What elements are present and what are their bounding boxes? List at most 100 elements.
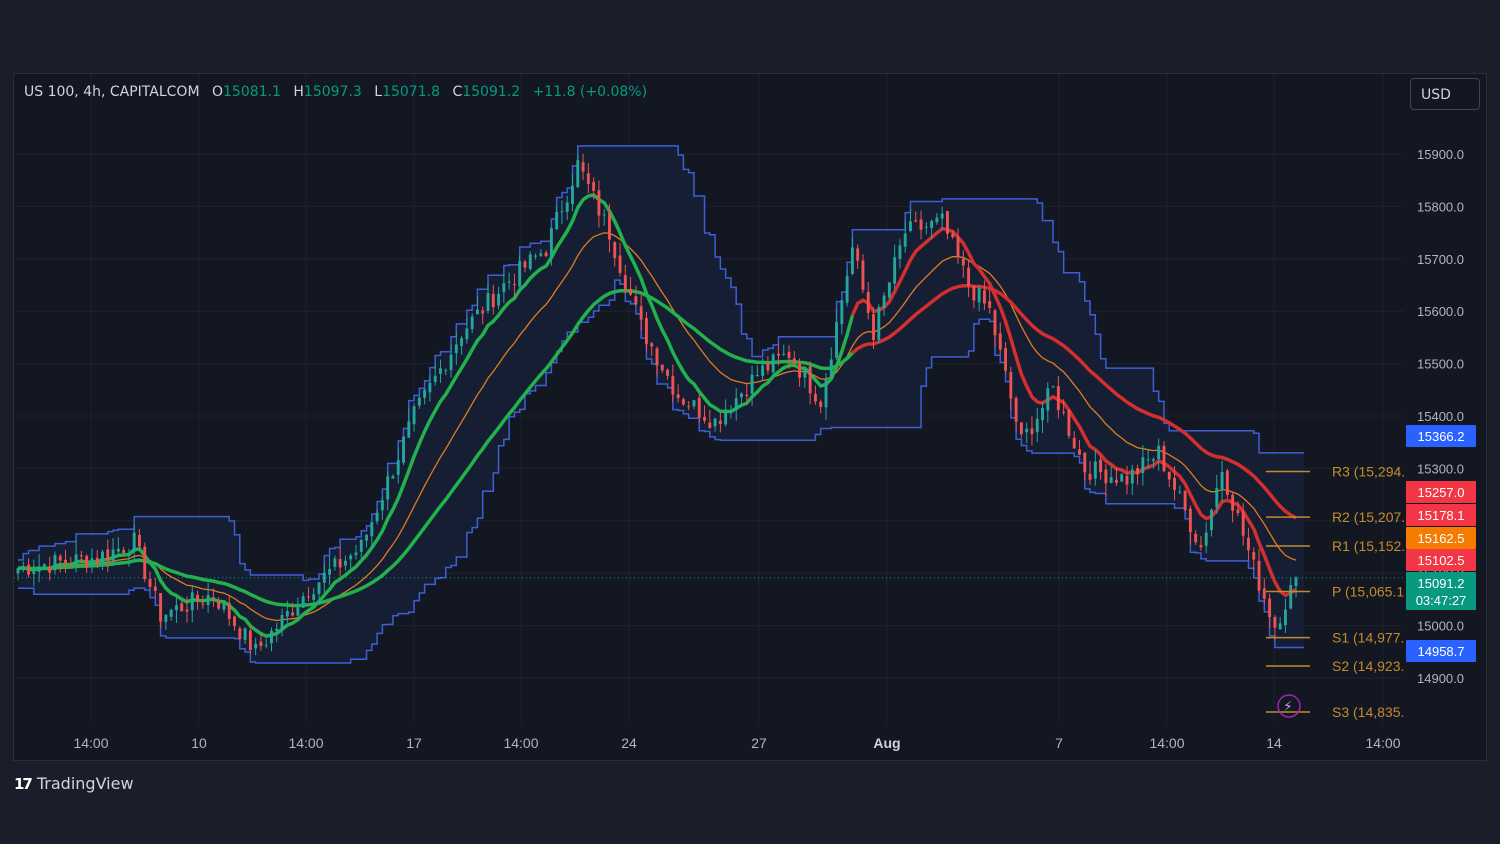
y-tick-label: 15000.0: [1417, 619, 1464, 634]
candle-body: [454, 344, 458, 354]
candle-body: [58, 556, 62, 561]
y-tick-label: 15700.0: [1417, 252, 1464, 267]
candle-body: [1178, 491, 1182, 493]
candle-body: [132, 532, 136, 552]
candle-body: [222, 602, 226, 610]
x-tick-label: 14:00: [288, 735, 323, 751]
ema-green-fast-line: [17, 192, 855, 638]
price-tag-15257-0: 15257.0: [1406, 481, 1476, 503]
candle-body: [449, 354, 453, 371]
candle-body: [1109, 477, 1113, 483]
x-tick-label: 14:00: [503, 735, 538, 751]
price-tag-15366-2: 15366.2: [1406, 425, 1476, 447]
candle-body: [1125, 475, 1129, 485]
price-tag-countdown: 03:47:27: [1416, 593, 1467, 608]
currency-button[interactable]: USD: [1410, 78, 1480, 110]
candle-body: [534, 255, 537, 257]
candle-body: [64, 559, 67, 564]
candle-body: [586, 173, 590, 184]
candle-body: [127, 553, 131, 555]
ema-green-slow-line: [17, 288, 854, 608]
candle-body: [681, 399, 685, 405]
candle-body: [1093, 461, 1097, 479]
candle-body: [1072, 437, 1076, 449]
candle-body: [380, 500, 384, 511]
candle-body: [761, 365, 765, 376]
candle-body: [713, 418, 717, 427]
open-label: O: [211, 84, 224, 100]
candle-body: [396, 460, 400, 475]
candle-body: [792, 358, 796, 364]
candle-body: [417, 397, 421, 406]
candle-body: [79, 555, 83, 557]
candle-body: [159, 593, 163, 622]
candle-body: [856, 248, 860, 261]
x-tick-label: 14: [1266, 735, 1282, 751]
candle-body: [961, 258, 965, 266]
candle-body: [85, 555, 89, 568]
candle-body: [1104, 469, 1108, 484]
candle-body: [872, 314, 875, 341]
candle-body: [333, 558, 337, 567]
price-tag-15162-5: 15162.5: [1406, 527, 1476, 549]
candle-body: [1231, 494, 1235, 511]
candle-body: [106, 549, 110, 561]
candle-body: [201, 603, 205, 605]
candle-body: [1088, 473, 1092, 480]
candle-body: [507, 281, 511, 283]
candle-body: [544, 252, 548, 257]
candle-body: [180, 603, 184, 612]
candle-body: [909, 221, 912, 231]
candle-body: [819, 401, 823, 407]
candle-body: [243, 628, 247, 640]
candle-body: [1120, 474, 1124, 482]
candle-body: [233, 616, 236, 627]
candle-body: [1283, 609, 1287, 626]
candle-body: [270, 630, 273, 644]
candle-body: [512, 284, 516, 286]
candle-body: [734, 398, 738, 411]
candle-body: [1025, 428, 1029, 433]
x-tick-label: 14:00: [73, 735, 108, 751]
candle-body: [1041, 407, 1044, 421]
candle-body: [412, 406, 416, 425]
candle-body: [718, 420, 722, 425]
candle-body: [280, 614, 284, 631]
candle-body: [48, 566, 52, 573]
candle-body: [95, 558, 99, 564]
price-chart[interactable]: R3 (15,294. R2 (15,207. R1 (15,152. P (15,0…: [14, 74, 1487, 761]
price-tag-15178-1: 15178.1: [1406, 504, 1476, 526]
candle-body: [1162, 445, 1166, 472]
lightning-icon: ⚡: [1277, 694, 1301, 718]
symbol-label: US 100, 4h, CAPITALCOM: [24, 84, 200, 100]
candle-body: [21, 565, 25, 570]
candle-body: [650, 343, 654, 347]
candle-body: [185, 609, 189, 612]
chart-legend: US 100, 4h, CAPITALCOM O15081.1 H15097.3…: [24, 84, 647, 100]
y-tick-label: 15800.0: [1417, 199, 1464, 214]
candle-body: [930, 220, 934, 229]
candle-body: [254, 643, 258, 649]
candle-body: [312, 594, 316, 600]
candle-body: [729, 411, 733, 414]
pivot-label-r3: R3 (15,294.: [1332, 464, 1405, 480]
candle-body: [343, 560, 347, 566]
candle-body: [1210, 509, 1213, 531]
close-value: 15091.2: [462, 84, 521, 100]
tradingview-brand[interactable]: 17 TradingView: [14, 774, 134, 793]
ema-red-slow-line: [851, 283, 1297, 520]
candle-body: [935, 217, 939, 223]
candle-body: [190, 592, 194, 611]
candle-body: [608, 213, 611, 240]
pivot-label-r1: R1 (15,152.: [1332, 538, 1405, 554]
open-value: 15081.1: [223, 84, 281, 100]
candle-body: [972, 285, 976, 301]
candle-body: [338, 559, 342, 568]
candle-body: [571, 185, 574, 205]
candle-body: [866, 292, 870, 313]
candle-body: [1247, 537, 1250, 551]
x-tick-label: 10: [191, 735, 207, 751]
chart-frame[interactable]: R3 (15,294. R2 (15,207. R1 (15,152. P (15,0…: [13, 73, 1487, 761]
candle-body: [644, 318, 648, 345]
x-tick-label: 27: [751, 735, 767, 751]
